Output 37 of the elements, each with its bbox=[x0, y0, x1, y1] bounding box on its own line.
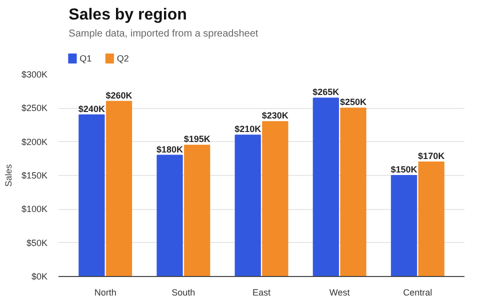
data-label: $170K bbox=[418, 151, 446, 162]
chart-title: Sales by region bbox=[68, 6, 187, 24]
data-label: $260K bbox=[106, 90, 133, 100]
y-axis-title: Sales bbox=[3, 164, 14, 187]
bar bbox=[78, 114, 105, 276]
legend-label: Q2 bbox=[116, 54, 129, 64]
bar bbox=[418, 162, 444, 276]
data-label: $240K bbox=[78, 104, 106, 114]
bar bbox=[106, 100, 132, 276]
y-tick-label: $200K bbox=[21, 136, 48, 147]
bar bbox=[262, 121, 288, 276]
data-label: $195K bbox=[184, 134, 211, 144]
bar bbox=[156, 154, 183, 276]
y-tick-label: $100K bbox=[21, 204, 48, 214]
data-label: $265K bbox=[312, 87, 340, 98]
bar bbox=[340, 108, 366, 276]
x-tick-label: Central bbox=[403, 288, 432, 298]
chart-subtitle: Sample data, imported from a spreadsheet bbox=[68, 28, 258, 40]
y-tick-label: $300K bbox=[21, 70, 48, 80]
x-tick-label: North bbox=[94, 288, 116, 298]
x-tick-label: East bbox=[252, 288, 272, 298]
data-label: $180K bbox=[156, 144, 184, 154]
y-tick-label: $150K bbox=[21, 170, 48, 180]
bar bbox=[234, 134, 261, 276]
x-tick-label: South bbox=[172, 288, 196, 298]
legend-label: Q1 bbox=[80, 54, 92, 64]
bar bbox=[184, 144, 210, 276]
x-tick-label: West bbox=[329, 288, 350, 298]
data-label: $250K bbox=[340, 97, 367, 108]
y-tick-label: $250K bbox=[21, 103, 48, 114]
data-label: $230K bbox=[262, 110, 289, 121]
y-tick-label: $50K bbox=[26, 238, 48, 248]
data-label: $210K bbox=[234, 124, 262, 134]
bar bbox=[312, 98, 339, 276]
y-tick-label: $0K bbox=[31, 272, 48, 282]
bar bbox=[390, 175, 418, 276]
data-label: $150K bbox=[390, 164, 418, 174]
